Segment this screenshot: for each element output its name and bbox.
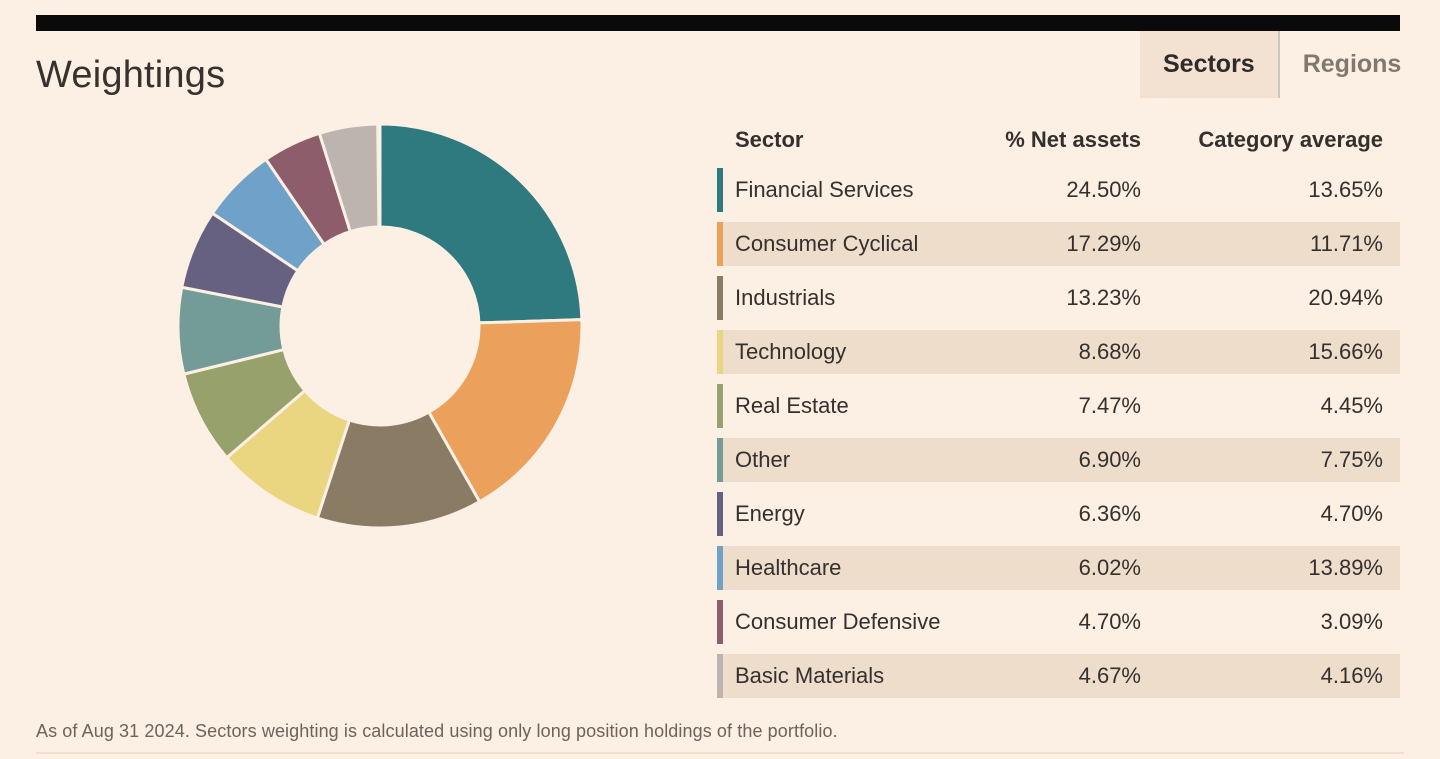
donut-slice-industrials[interactable]: [315, 410, 482, 530]
bottom-divider: [36, 752, 1404, 754]
table-row: Healthcare 6.02% 13.89%: [717, 546, 1400, 590]
sector-donut-chart[interactable]: [176, 122, 584, 530]
sector-color-swatch: [717, 438, 723, 482]
category-average-value: 3.09%: [1320, 609, 1383, 634]
sector-name: Consumer Cyclical: [735, 231, 919, 256]
table-row: Real Estate 7.47% 4.45%: [717, 384, 1400, 428]
net-assets-value: 6.90%: [1078, 447, 1141, 472]
tab-regions[interactable]: Regions: [1277, 31, 1425, 98]
sector-color-swatch: [717, 546, 723, 590]
net-assets-value: 7.47%: [1078, 393, 1141, 418]
category-average-value: 13.89%: [1308, 555, 1383, 580]
category-average-value: 4.45%: [1320, 393, 1383, 418]
sector-color-swatch: [717, 168, 723, 212]
tab-sectors[interactable]: Sectors: [1140, 31, 1278, 98]
table-row: Technology 8.68% 15.66%: [717, 330, 1400, 374]
net-assets-value: 6.36%: [1078, 501, 1141, 526]
table-row: Consumer Defensive 4.70% 3.09%: [717, 600, 1400, 644]
table-row: Financial Services 24.50% 13.65%: [717, 168, 1400, 212]
column-header-net-assets: % Net assets: [1005, 127, 1141, 152]
sector-name: Energy: [735, 501, 805, 526]
category-average-value: 4.16%: [1320, 663, 1383, 688]
donut-slice-financial-services[interactable]: [378, 122, 584, 325]
table-row: Other 6.90% 7.75%: [717, 438, 1400, 482]
sector-name: Other: [735, 447, 791, 472]
sector-color-swatch: [717, 222, 723, 266]
sector-color-swatch: [717, 600, 723, 644]
donut-slice-basic-materials[interactable]: [317, 122, 381, 234]
net-assets-value: 4.70%: [1078, 609, 1141, 634]
column-header-sector: Sector: [735, 127, 804, 152]
footnote: As of Aug 31 2024. Sectors weighting is …: [36, 721, 838, 741]
top-black-bar: [36, 15, 1400, 31]
category-average-value: 4.70%: [1320, 501, 1383, 526]
net-assets-value: 24.50%: [1066, 177, 1141, 202]
net-assets-value: 8.68%: [1078, 339, 1141, 364]
sector-table-body: Financial Services 24.50% 13.65% Consumer C…: [717, 168, 1400, 698]
sector-color-swatch: [717, 276, 723, 320]
table-row: Consumer Cyclical 17.29% 11.71%: [717, 222, 1400, 266]
sector-name: Healthcare: [735, 555, 842, 580]
sector-color-swatch: [717, 330, 723, 374]
column-header-category-average: Category average: [1198, 127, 1383, 152]
category-average-value: 13.65%: [1308, 177, 1383, 202]
donut-slice-consumer-cyclical[interactable]: [427, 318, 584, 504]
sector-color-swatch: [717, 654, 723, 698]
table-row: Basic Materials 4.67% 4.16%: [717, 654, 1400, 698]
category-average-value: 15.66%: [1308, 339, 1383, 364]
sector-color-swatch: [717, 492, 723, 536]
category-average-value: 7.75%: [1320, 447, 1383, 472]
net-assets-value: 17.29%: [1066, 231, 1141, 256]
sector-name: Industrials: [735, 285, 836, 310]
table-header-row: Sector % Net assets Category average: [717, 123, 1400, 157]
sector-name: Real Estate: [735, 393, 849, 418]
sector-name: Technology: [735, 339, 847, 364]
sector-table: Sector % Net assets Category average Fin…: [717, 123, 1400, 708]
page-title: Weightings: [36, 54, 226, 96]
tab-group: Sectors Regions: [1140, 31, 1424, 98]
net-assets-value: 4.67%: [1078, 663, 1141, 688]
net-assets-value: 13.23%: [1066, 285, 1141, 310]
net-assets-value: 6.02%: [1078, 555, 1141, 580]
category-average-value: 11.71%: [1310, 231, 1383, 256]
category-average-value: 20.94%: [1308, 285, 1383, 310]
sector-color-swatch: [717, 384, 723, 428]
donut-chart-svg: [176, 122, 584, 530]
table-row: Energy 6.36% 4.70%: [717, 492, 1400, 536]
table-row: Industrials 13.23% 20.94%: [717, 276, 1400, 320]
sector-name: Basic Materials: [735, 663, 885, 688]
sector-name: Consumer Defensive: [735, 609, 941, 634]
sector-name: Financial Services: [735, 177, 914, 202]
